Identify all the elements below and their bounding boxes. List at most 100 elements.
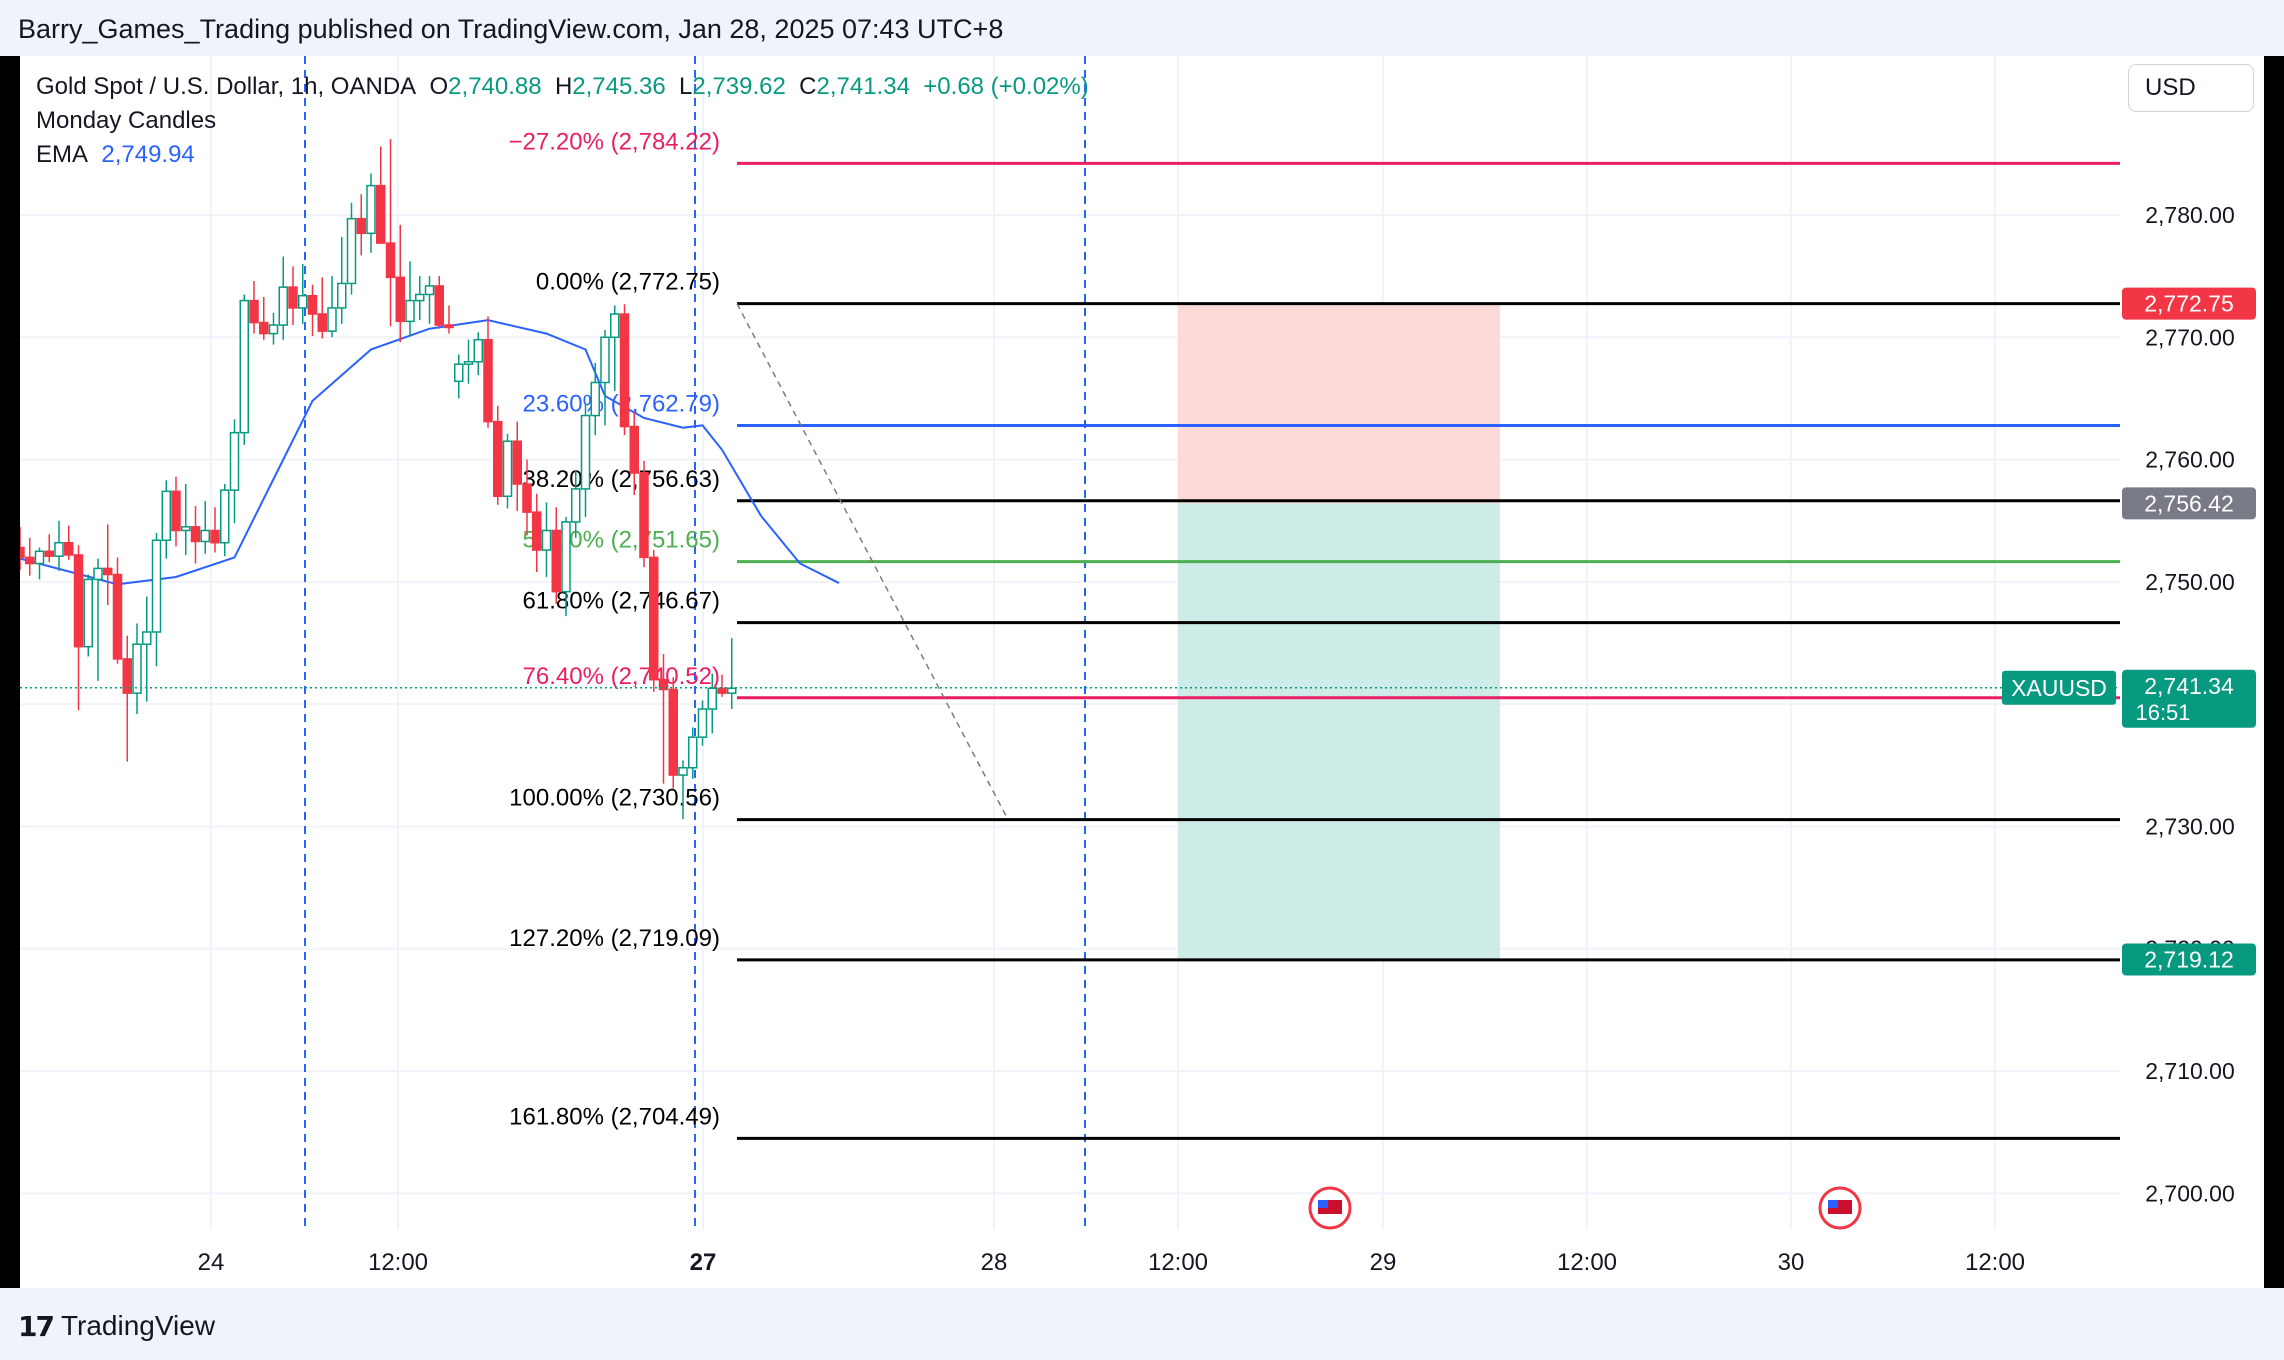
session-separators: [304, 56, 1086, 1230]
candle-body: [688, 736, 698, 769]
candle-body: [376, 184, 386, 244]
candle: [307, 284, 318, 337]
candle: [346, 202, 357, 295]
time-tick-label: 29: [1370, 1249, 1397, 1276]
candle-body: [727, 687, 737, 694]
candle: [619, 304, 630, 436]
candle-body: [639, 472, 649, 559]
fib-level-label: −27.20% (2,784.22): [509, 128, 721, 155]
candle-body: [64, 541, 74, 556]
price-badge-bg: [2122, 943, 2256, 976]
candle: [697, 700, 708, 746]
candle: [54, 520, 64, 571]
legend-ohlc-row: Gold Spot / U.S. Dollar, 1h, OANDA O2,74…: [36, 70, 1089, 104]
candle: [727, 638, 737, 710]
price-badge: 2,719.12: [2122, 943, 2256, 976]
symbol-label[interactable]: Gold Spot / U.S. Dollar, 1h, OANDA: [36, 73, 417, 100]
candle-body: [34, 550, 45, 565]
publish-info-text: Barry_Games_Trading published on Trading…: [18, 14, 1004, 44]
candle: [249, 281, 259, 334]
price-axis: 2,700.002,710.002,720.002,730.002,740.00…: [2002, 202, 2256, 1206]
position-zones: [1178, 303, 1500, 960]
candle: [298, 263, 308, 324]
candle: [220, 484, 230, 557]
currency-button[interactable]: USD: [2128, 64, 2254, 112]
candle: [610, 305, 620, 392]
flag-canton: [1318, 1200, 1328, 1208]
chart-legend: Gold Spot / U.S. Dollar, 1h, OANDA O2,74…: [36, 70, 1089, 172]
low-label: L: [679, 73, 693, 100]
flag-canton: [1828, 1200, 1838, 1208]
candle-body: [463, 360, 474, 365]
candle-body: [288, 286, 298, 309]
price-tick-label: 2,780.00: [2145, 202, 2235, 228]
candle: [639, 460, 649, 568]
candle-body: [571, 488, 581, 523]
tradingview-logo-icon: 17: [18, 1309, 55, 1343]
candle: [434, 276, 444, 329]
candle: [502, 433, 513, 509]
fib-level-label: 76.40% (2,740.52): [523, 663, 720, 690]
price-chart[interactable]: −27.20% (2,784.22)0.00% (2,772.75)23.60%…: [20, 56, 2264, 1288]
candle-body: [54, 541, 64, 557]
fib-level-label: 0.00% (2,772.75): [536, 269, 720, 296]
candle-body: [44, 550, 54, 557]
us-event-icon: [1818, 1186, 1862, 1230]
candles-layer: [20, 139, 737, 820]
last-price-text: 2,741.34: [2144, 673, 2234, 699]
candle: [83, 574, 93, 657]
candle-body: [268, 324, 279, 335]
candle-body: [580, 414, 591, 490]
candle: [161, 480, 171, 559]
candle-body: [190, 526, 201, 543]
symbol-tag: XAUUSD: [2002, 670, 2116, 705]
candle: [73, 545, 84, 711]
candle: [103, 524, 113, 606]
change-value: +0.68 (+0.02%): [923, 73, 1089, 100]
footer-bar: [0, 1288, 2284, 1360]
price-tick-label: 2,730.00: [2145, 813, 2235, 839]
candle-body: [395, 276, 405, 323]
candle: [112, 557, 123, 664]
price-badge-bg: [2122, 287, 2256, 320]
candle-body: [200, 529, 210, 543]
indicator-monday-candles[interactable]: Monday Candles: [36, 107, 217, 134]
candle-body: [697, 708, 708, 738]
candle: [122, 635, 132, 762]
open-value: 2,740.88: [448, 73, 542, 100]
candle: [210, 507, 220, 553]
candle-body: [239, 299, 249, 434]
candle: [366, 173, 376, 253]
price-tick-label: 2,710.00: [2145, 1058, 2235, 1084]
candle-body: [619, 313, 630, 428]
indicator-ema[interactable]: EMA 2,749.94: [36, 138, 1089, 172]
candle-body: [346, 217, 357, 285]
candle: [600, 329, 610, 426]
candle: [483, 316, 493, 428]
candle-body: [298, 294, 308, 309]
tradingview-logo[interactable]: 17 TradingView: [18, 1308, 215, 1344]
fib-level-label: 100.00% (2,730.56): [509, 785, 720, 812]
price-badge-text: 2,756.42: [2144, 490, 2234, 516]
candle-body: [454, 363, 464, 383]
candle-body: [610, 313, 620, 339]
candle-body: [103, 567, 113, 576]
candle: [512, 421, 522, 511]
candle: [142, 596, 152, 702]
tradingview-brand-text: TradingView: [60, 1310, 216, 1341]
open-label: O: [429, 73, 449, 100]
candle: [561, 517, 571, 617]
candle-body: [532, 511, 542, 551]
price-badge-text: 2,772.75: [2144, 291, 2234, 317]
price-badge-bg: [2122, 487, 2256, 520]
candle: [668, 677, 678, 789]
candle-body: [83, 578, 93, 648]
candle-body: [122, 658, 132, 694]
candle: [463, 339, 474, 384]
candle-body: [415, 293, 425, 302]
candle: [649, 550, 659, 692]
candle: [20, 526, 25, 570]
high-label: H: [554, 73, 573, 100]
low-value: 2,739.62: [692, 73, 786, 100]
candle: [93, 558, 103, 681]
